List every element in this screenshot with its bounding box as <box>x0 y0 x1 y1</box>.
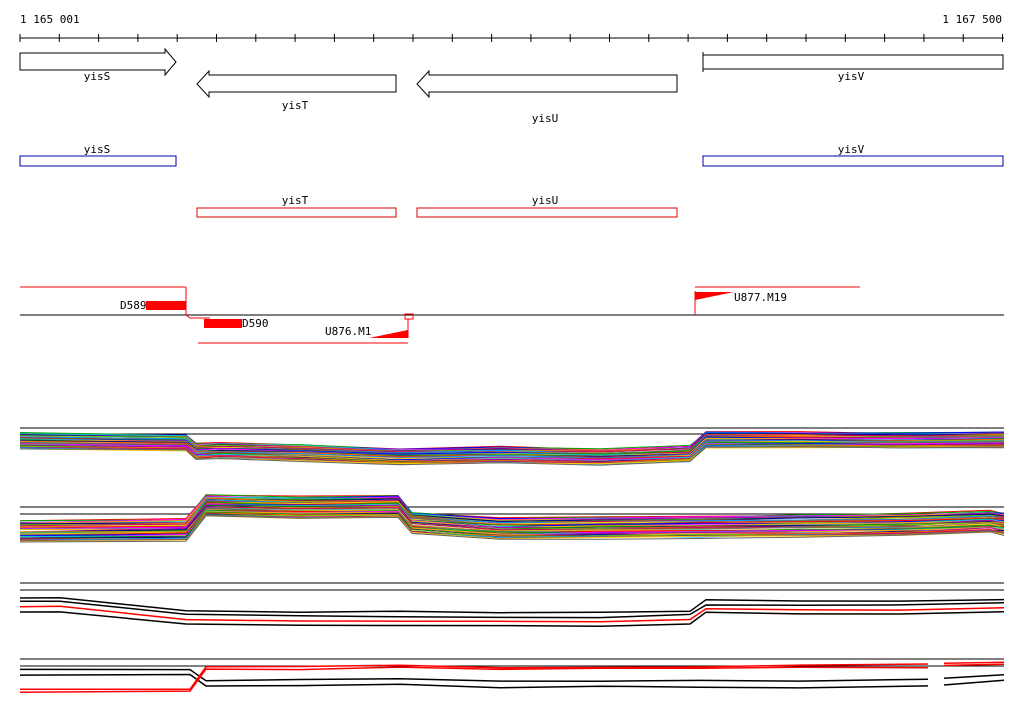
expression-panel-4 <box>19 658 1005 693</box>
gene-arrow-yisU[interactable] <box>416 69 678 99</box>
panel1-profile-line <box>19 439 1005 459</box>
segment-label-d589: D589 <box>120 299 147 312</box>
ruler-ticks <box>19 34 1003 42</box>
cds-box-track: yisS yisV yisT yisU <box>19 143 1004 218</box>
panel1-profile-line <box>19 446 1005 466</box>
gene-arrow-yisV[interactable] <box>702 54 1004 70</box>
panel2-profile-line <box>19 515 1005 543</box>
cds-label-yisU: yisU <box>532 194 559 207</box>
coordinate-ruler: 1 165 001 1 167 500 <box>19 13 1004 42</box>
panel1-profile-line <box>19 444 1005 463</box>
gene-label-yisT: yisT <box>282 99 309 112</box>
panel4-profile-line <box>943 673 1005 680</box>
gene-label-yisV: yisV <box>838 70 865 83</box>
segment-label-u877: U877.M19 <box>734 291 787 304</box>
panel4-profile-line <box>943 679 1005 686</box>
cds-label-yisS: yisS <box>84 143 111 156</box>
panel4-profile-line <box>943 661 1005 665</box>
gene-label-yisU: yisU <box>532 112 559 125</box>
cds-label-yisV: yisV <box>838 143 865 156</box>
cds-label-yisT: yisT <box>282 194 309 207</box>
segment-tick-u876 <box>404 313 414 320</box>
panel2-profile-line <box>19 511 1005 540</box>
segment-triangle-u877[interactable] <box>695 292 734 300</box>
expression-panel-2 <box>19 494 1005 543</box>
segment-block-d589[interactable] <box>146 301 186 310</box>
panel2-profile-line <box>19 512 1005 540</box>
segment-label-d590: D590 <box>242 317 269 330</box>
segment-label-u876: U876.M1 <box>325 325 371 338</box>
panel3-profile-line <box>19 610 1005 627</box>
cds-box-yisU[interactable] <box>416 207 678 218</box>
expression-panel-3 <box>19 582 1005 627</box>
cds-box-yisV[interactable] <box>702 155 1004 167</box>
gene-arrow-yisT[interactable] <box>196 69 397 99</box>
panel2-profile-line <box>19 508 1005 536</box>
panel2-profile-line <box>19 506 1005 534</box>
panel4-profile-line <box>19 666 929 693</box>
gene-arrow-yisS[interactable] <box>19 47 177 77</box>
expression-panel-1 <box>19 427 1005 466</box>
panel4-profile-line <box>19 668 929 682</box>
panel2-profile-line <box>19 495 1005 524</box>
panel3-profile-line <box>19 605 1005 623</box>
cds-box-yisT[interactable] <box>196 207 397 218</box>
segment-connector-d589 <box>185 287 210 319</box>
panel4-profile-line <box>943 663 1005 667</box>
panel3-profile-line <box>20 600 1005 619</box>
ruler-start-label: 1 165 001 <box>20 13 80 26</box>
gene-label-yisS: yisS <box>84 70 111 83</box>
segment-triangle-u876[interactable] <box>369 330 408 338</box>
panel4-profile-line <box>20 663 929 691</box>
cds-box-yisS[interactable] <box>19 155 177 167</box>
segment-track: D589 D590 U876.M1 U877.M19 <box>20 286 1004 344</box>
ruler-end-label: 1 167 500 <box>942 13 1002 26</box>
gene-arrow-track: yisS yisT yisU yisV <box>19 47 1004 125</box>
segment-block-d590[interactable] <box>204 319 242 328</box>
panel3-profile-line <box>19 597 1005 614</box>
